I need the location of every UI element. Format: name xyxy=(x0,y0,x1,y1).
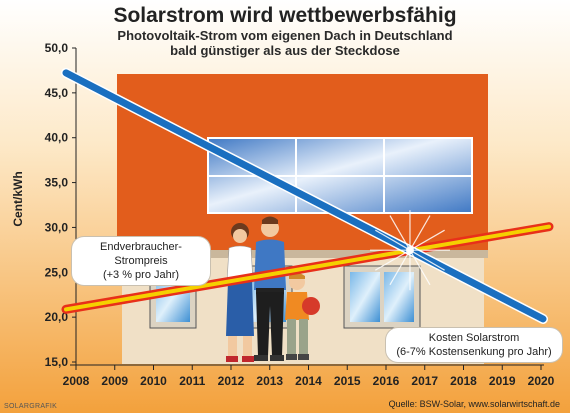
chart-title: Solarstrom wird wettbewerbsfähig xyxy=(113,4,457,27)
y-tick-label: 15,0 xyxy=(45,355,69,369)
x-tick-label: 2020 xyxy=(528,374,555,388)
callout-endverbraucher-line-1: Endverbraucher-Strompreis xyxy=(100,241,182,267)
x-tick-label: 2008 xyxy=(63,374,90,388)
x-tick-label: 2017 xyxy=(411,374,438,388)
source-label: Quelle: BSW-Solar, www.solarwirtschaft.d… xyxy=(388,399,560,409)
x-tick-label: 2013 xyxy=(256,374,283,388)
x-tick-label: 2018 xyxy=(450,374,477,388)
window-right xyxy=(343,265,421,329)
x-tick-label: 2015 xyxy=(334,374,361,388)
y-tick-label: 50,0 xyxy=(45,41,69,55)
x-tick-label: 2019 xyxy=(489,374,516,388)
x-tick-label: 2012 xyxy=(218,374,245,388)
series-endverbraucher-line xyxy=(64,224,551,312)
callout-solarstrom-line-1: Kosten Solarstrom xyxy=(428,332,520,344)
x-tick-label: 2010 xyxy=(140,374,167,388)
y-tick-label: 40,0 xyxy=(45,131,69,145)
callout-solarstrom-line-2: (6-7% Kostensenkung pro Jahr) xyxy=(396,346,552,358)
callout-endverbraucher: Endverbraucher-Strompreis (+3 % pro Jahr… xyxy=(72,237,210,285)
y-tick-label: 35,0 xyxy=(45,176,69,190)
solar-panels xyxy=(207,137,473,214)
credit-label: SOLARGRAFIK xyxy=(4,403,58,410)
series-solarstrom-line xyxy=(62,69,547,323)
chart-subtitle-line-1: Photovoltaik-Strom vom eigenen Dach in D… xyxy=(117,28,453,43)
crossing-starburst xyxy=(369,210,450,291)
x-ticks: 2008 2009 2010 2011 2012 2013 2014 2015 2016 2017… xyxy=(63,365,555,388)
house-eave xyxy=(117,250,488,258)
x-tick-label: 2016 xyxy=(373,374,400,388)
chart-subtitle-line-2: bald günstiger als aus der Steckdose xyxy=(170,43,400,58)
y-tick-label: 30,0 xyxy=(45,220,69,234)
y-tick-label: 45,0 xyxy=(45,86,69,100)
y-tick-label: 25,0 xyxy=(45,265,69,279)
y-ticks: 15,0 20,0 25,0 30,0 35,0 40,0 45,0 50,0 xyxy=(45,41,76,369)
y-axis-label: Cent/kWh xyxy=(11,171,25,227)
callout-endverbraucher-line-2: (+3 % pro Jahr) xyxy=(102,269,180,281)
x-tick-label: 2014 xyxy=(295,374,322,388)
x-tick-label: 2009 xyxy=(101,374,128,388)
x-tick-label: 2011 xyxy=(179,374,205,388)
callout-solarstrom: Kosten Solarstrom (6-7% Kostensenkung pr… xyxy=(386,328,562,362)
series-layer xyxy=(61,67,554,324)
y-tick-label: 20,0 xyxy=(45,310,69,324)
house-illustration xyxy=(117,74,488,364)
